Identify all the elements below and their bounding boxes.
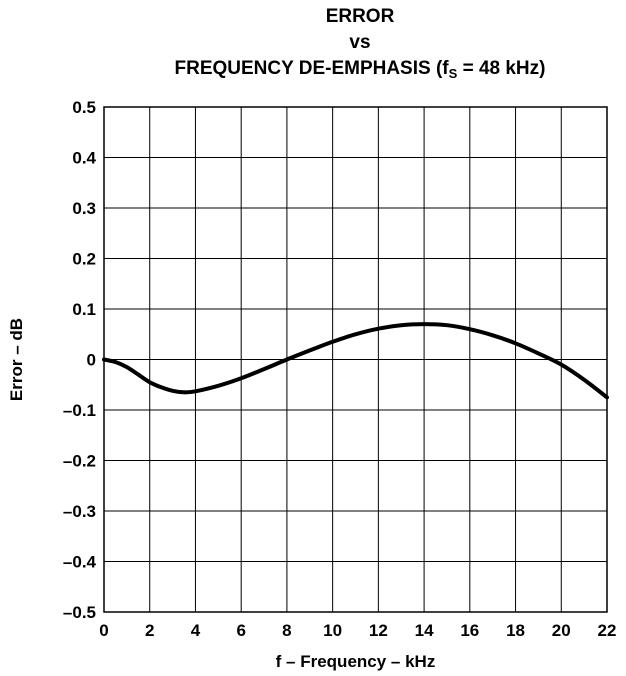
x-tick-label: 16: [460, 621, 479, 640]
chart-title-line-3-prefix: FREQUENCY DE-EMPHASIS (f: [174, 58, 449, 79]
chart-title-line-1: ERROR: [325, 6, 395, 27]
x-tick-label: 10: [323, 621, 342, 640]
x-tick-labels: 0 2 4 6 8 10 12 14 16 18 20 22: [99, 621, 616, 640]
y-tick-label: 0.1: [72, 300, 96, 319]
y-tick-label: 0.4: [72, 149, 96, 168]
x-tick-label: 4: [191, 621, 201, 640]
y-tick-label: –0.2: [63, 452, 96, 471]
y-tick-label: –0.4: [63, 553, 97, 572]
x-tick-label: 18: [506, 621, 525, 640]
x-tick-label: 2: [145, 621, 154, 640]
x-tick-label: 22: [598, 621, 617, 640]
x-tick-label: 20: [552, 621, 571, 640]
y-tick-label: 0.3: [72, 199, 96, 218]
x-tick-label: 14: [415, 621, 434, 640]
chart-title: ERROR vs FREQUENCY DE-EMPHASIS (fS = 48 …: [100, 4, 620, 82]
y-tick-label: 0.5: [72, 98, 96, 117]
x-axis-label: f – Frequency – kHz: [276, 652, 436, 671]
x-tick-label: 0: [99, 621, 108, 640]
y-tick-label: 0.2: [72, 250, 96, 269]
y-tick-label: –0.1: [63, 401, 96, 420]
chart-title-line-2: vs: [349, 32, 371, 53]
y-tick-label: 0: [87, 351, 96, 370]
chart-title-line-3-subscript: S: [448, 66, 458, 81]
grid: [104, 107, 607, 612]
series-line-error: [102, 322, 609, 400]
chart-title-line-3: FREQUENCY DE-EMPHASIS (fS = 48 kHz): [100, 56, 620, 82]
y-tick-labels: 0.5 0.4 0.3 0.2 0.1 0 –0.1 –0.2 –0.3 –0.4 –0.5: [63, 98, 97, 622]
y-axis-label: Error – dB: [7, 318, 26, 401]
y-tick-label: –0.3: [63, 502, 96, 521]
chart-title-line-3-suffix: = 48 kHz): [457, 58, 546, 79]
x-tick-label: 6: [236, 621, 245, 640]
x-tick-label: 12: [369, 621, 388, 640]
y-tick-label: –0.5: [63, 603, 96, 622]
x-tick-label: 8: [282, 621, 291, 640]
